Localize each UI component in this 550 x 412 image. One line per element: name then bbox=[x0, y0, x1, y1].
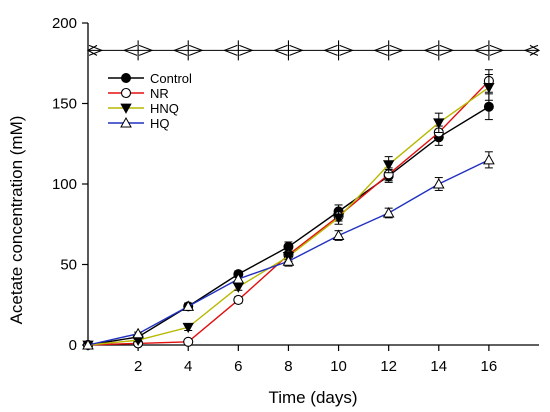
reference-chevron bbox=[473, 44, 489, 56]
reference-chevron bbox=[88, 44, 104, 56]
x-axis-title: Time (days) bbox=[268, 388, 357, 407]
x-tick-label: 10 bbox=[330, 358, 347, 375]
y-tick-label: 200 bbox=[52, 15, 77, 32]
legend-label-hnq: HNQ bbox=[150, 101, 179, 116]
x-tick-label: 14 bbox=[430, 358, 447, 375]
legend-label-nr: NR bbox=[150, 86, 169, 101]
series-group bbox=[82, 69, 495, 351]
data-point-hq bbox=[332, 229, 345, 241]
reference-chevron bbox=[423, 44, 438, 56]
series-line-nr bbox=[87, 80, 490, 346]
legend-marker-nr bbox=[120, 87, 132, 99]
data-point-hq bbox=[483, 153, 495, 165]
data-point-control bbox=[483, 101, 494, 112]
reference-chevron bbox=[389, 44, 405, 56]
series-nr bbox=[82, 69, 494, 351]
data-point-nr bbox=[233, 294, 244, 305]
reference-chevron bbox=[239, 44, 254, 56]
reference-chevron bbox=[323, 44, 338, 56]
reference-chevron bbox=[189, 44, 204, 56]
legend-marker-control bbox=[121, 73, 131, 83]
reference-chevron bbox=[373, 44, 388, 56]
y-tick-label: 50 bbox=[60, 257, 77, 274]
data-point-hq bbox=[132, 327, 144, 339]
series-control bbox=[83, 93, 494, 350]
data-point-hnq bbox=[332, 213, 345, 224]
series-line-hnq bbox=[87, 86, 490, 346]
data-point-hnq bbox=[483, 83, 495, 94]
data-point-nr bbox=[183, 336, 194, 347]
legend-label-control: Control bbox=[150, 71, 192, 86]
reference-chevron bbox=[273, 44, 288, 56]
reference-chevron bbox=[439, 44, 455, 56]
y-tick-label: 150 bbox=[52, 96, 77, 113]
data-point-hq bbox=[82, 338, 94, 350]
series-line-control bbox=[87, 106, 490, 346]
reference-chevron bbox=[138, 44, 154, 56]
series-hq bbox=[82, 151, 495, 350]
reference-chevron bbox=[523, 44, 539, 56]
data-point-hnq bbox=[433, 118, 445, 129]
y-tick-label: 100 bbox=[52, 176, 77, 193]
reference-chevron bbox=[289, 44, 304, 56]
reference-chevron bbox=[339, 44, 354, 56]
x-tick-label: 16 bbox=[481, 358, 498, 375]
reference-chevron bbox=[172, 44, 188, 56]
legend-marker-hq bbox=[120, 116, 132, 128]
reference-line-group bbox=[86, 40, 541, 61]
x-tick-label: 4 bbox=[184, 358, 192, 375]
data-point-hq bbox=[382, 206, 395, 218]
data-point-hq bbox=[432, 177, 445, 189]
legend-marker-hnq bbox=[120, 103, 132, 114]
data-point-hq bbox=[182, 300, 195, 311]
y-axis-title: Acetate concentration (mM) bbox=[7, 116, 26, 325]
reference-chevron bbox=[222, 44, 238, 56]
reference-chevron bbox=[122, 44, 138, 56]
legend-label-hq: HQ bbox=[150, 116, 170, 131]
x-tick-label: 12 bbox=[380, 358, 397, 375]
data-point-hq bbox=[282, 255, 295, 266]
data-point-hnq bbox=[182, 322, 194, 334]
data-point-hnq bbox=[382, 160, 395, 171]
series-hnq bbox=[82, 74, 495, 351]
x-tick-label: 6 bbox=[234, 358, 242, 375]
x-tick-label: 2 bbox=[134, 358, 142, 375]
x-tick-label: 8 bbox=[284, 358, 292, 375]
chart-axes: 2 4 6 8 10 12 14 16 0 50 100 150 200 bbox=[52, 15, 539, 375]
data-point-hq bbox=[232, 272, 245, 284]
reference-chevron bbox=[489, 44, 505, 56]
y-tick-label: 0 bbox=[69, 337, 77, 354]
